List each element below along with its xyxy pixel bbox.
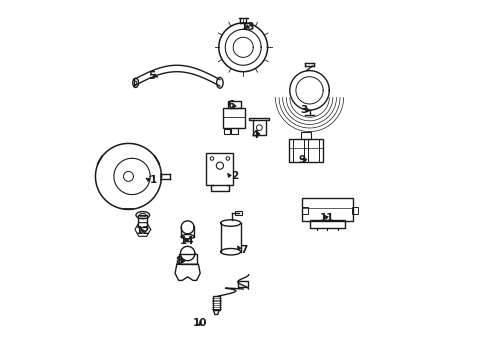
Text: 2: 2	[231, 171, 238, 181]
Text: 13: 13	[241, 22, 255, 32]
Bar	[253, 120, 266, 135]
Text: 7: 7	[241, 245, 248, 255]
Bar	[310, 220, 345, 228]
Text: 12: 12	[136, 226, 150, 236]
Text: 1: 1	[150, 175, 157, 185]
Text: 4: 4	[251, 130, 259, 140]
Bar	[352, 207, 358, 214]
Bar	[300, 132, 311, 139]
Text: 3: 3	[300, 105, 308, 115]
Text: 5: 5	[148, 71, 155, 81]
Text: 6: 6	[228, 100, 235, 110]
Text: 9: 9	[298, 155, 305, 165]
Bar	[308, 139, 319, 162]
Bar	[231, 128, 238, 134]
Bar	[228, 101, 241, 108]
Text: 8: 8	[176, 256, 183, 266]
Bar	[302, 207, 308, 214]
Text: 10: 10	[193, 319, 207, 328]
Bar	[238, 281, 248, 287]
Bar	[206, 153, 233, 185]
Bar	[179, 253, 196, 264]
Bar	[289, 139, 323, 162]
Bar	[302, 198, 353, 221]
Text: 11: 11	[319, 213, 334, 222]
Bar	[224, 129, 230, 134]
Bar	[235, 211, 242, 215]
Bar	[223, 108, 245, 128]
Bar	[213, 296, 220, 310]
Text: 14: 14	[180, 236, 195, 246]
Bar	[138, 215, 147, 226]
Bar	[294, 139, 304, 162]
